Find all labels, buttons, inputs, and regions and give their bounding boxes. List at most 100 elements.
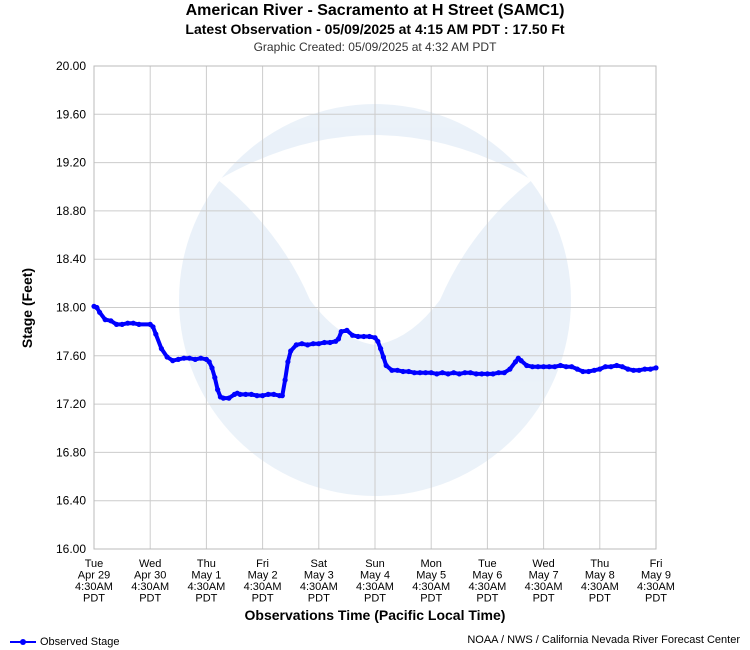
data-point <box>310 341 316 347</box>
y-tick-label: 20.00 <box>56 59 86 73</box>
data-point <box>608 364 614 370</box>
data-point <box>529 364 536 370</box>
data-point <box>136 321 142 327</box>
data-point <box>125 320 131 326</box>
data-point <box>375 338 381 344</box>
series-line <box>92 304 658 401</box>
data-point <box>462 370 468 376</box>
data-point <box>591 367 597 373</box>
legend-label: Observed Stage <box>40 636 120 648</box>
credit-footer: NOAA / NWS / California Nevada River For… <box>467 634 740 646</box>
x-axis-label: Observations Time (Pacific Local Time) <box>245 607 506 623</box>
data-point <box>212 374 218 381</box>
data-point <box>226 395 232 401</box>
x-tick-label: Fri May 9 4:30AM PDT <box>637 558 675 605</box>
data-point <box>569 364 575 370</box>
data-point <box>439 370 445 376</box>
data-point <box>625 366 631 372</box>
data-point <box>378 346 384 352</box>
x-tick-label: Thu May 1 4:30AM PDT <box>187 558 225 605</box>
data-point <box>580 368 586 375</box>
data-point <box>372 335 378 341</box>
data-point <box>265 391 271 397</box>
data-point <box>642 366 648 372</box>
y-tick-label: 16.00 <box>56 542 86 556</box>
data-point <box>619 364 625 370</box>
y-tick-label: 18.40 <box>56 252 86 266</box>
data-point <box>108 318 114 324</box>
data-point <box>170 358 176 364</box>
x-tick-label: Sun May 4 4:30AM PDT <box>356 558 394 605</box>
data-point <box>248 391 254 397</box>
data-point <box>467 370 474 376</box>
data-point <box>321 339 327 346</box>
data-point <box>113 321 120 327</box>
y-tick-label: 17.20 <box>56 397 86 411</box>
data-point <box>175 356 181 362</box>
data-point <box>361 333 367 340</box>
watermark-logo-text: NOAA <box>277 185 460 254</box>
data-point <box>380 354 386 360</box>
data-point <box>524 362 530 369</box>
x-tick-label: Mon May 5 4:30AM PDT <box>412 558 450 605</box>
data-point <box>130 320 136 326</box>
data-point <box>186 355 193 361</box>
data-point <box>150 324 156 330</box>
data-point <box>153 331 159 337</box>
chart-title: American River - Sacramento at H Street … <box>185 2 565 19</box>
data-point <box>260 393 266 399</box>
data-point <box>574 366 580 372</box>
data-point <box>630 367 637 373</box>
data-point <box>535 364 541 370</box>
x-tick-label: Tue May 6 4:30AM PDT <box>468 558 506 605</box>
data-point <box>97 309 103 315</box>
y-tick-label: 18.00 <box>56 301 86 315</box>
y-tick-label: 17.60 <box>56 349 86 363</box>
data-point <box>479 371 485 377</box>
data-point <box>423 370 429 376</box>
data-point <box>501 370 507 376</box>
data-point <box>327 339 333 346</box>
data-point <box>552 364 558 370</box>
data-point <box>94 304 100 311</box>
data-point <box>206 359 212 365</box>
data-point <box>282 377 288 383</box>
data-point <box>366 333 372 340</box>
data-point <box>383 362 389 369</box>
data-point <box>445 371 451 377</box>
data-point <box>285 359 291 365</box>
data-point <box>254 393 260 399</box>
legend: Observed Stage <box>10 636 120 648</box>
data-point <box>288 348 294 354</box>
stage-chart: NOAA 16.00 16.40 16.80 17.20 17.60 18.00 18.40… <box>19 59 675 623</box>
data-point <box>338 329 344 335</box>
data-point <box>279 393 285 399</box>
data-point <box>557 362 564 369</box>
x-tick-label: Tue Apr 29 4:30AM PDT <box>75 558 113 605</box>
data-point <box>614 362 620 369</box>
data-point <box>394 367 401 373</box>
data-point <box>305 342 311 348</box>
graphic-created: Graphic Created: 05/09/2025 at 4:32 AM P… <box>253 40 497 54</box>
data-point <box>158 346 164 352</box>
data-point <box>518 358 524 364</box>
legend-swatch <box>10 639 36 645</box>
data-point <box>490 371 496 377</box>
data-point <box>428 370 434 376</box>
data-point <box>602 364 609 370</box>
data-point <box>417 370 423 376</box>
data-point <box>541 364 547 370</box>
data-point <box>496 370 502 376</box>
series-observed-stage <box>91 303 659 401</box>
data-point <box>406 368 412 375</box>
y-tick-label: 19.60 <box>56 107 86 121</box>
data-point <box>507 366 513 372</box>
data-point <box>119 321 125 327</box>
data-point <box>349 332 356 338</box>
data-point <box>653 365 659 371</box>
data-point <box>400 368 406 375</box>
x-tick-label: Thu May 8 4:30AM PDT <box>581 558 619 605</box>
y-tick-label: 19.20 <box>56 156 86 170</box>
y-tick-label: 16.40 <box>56 494 86 508</box>
y-tick-label: 16.80 <box>56 445 86 459</box>
